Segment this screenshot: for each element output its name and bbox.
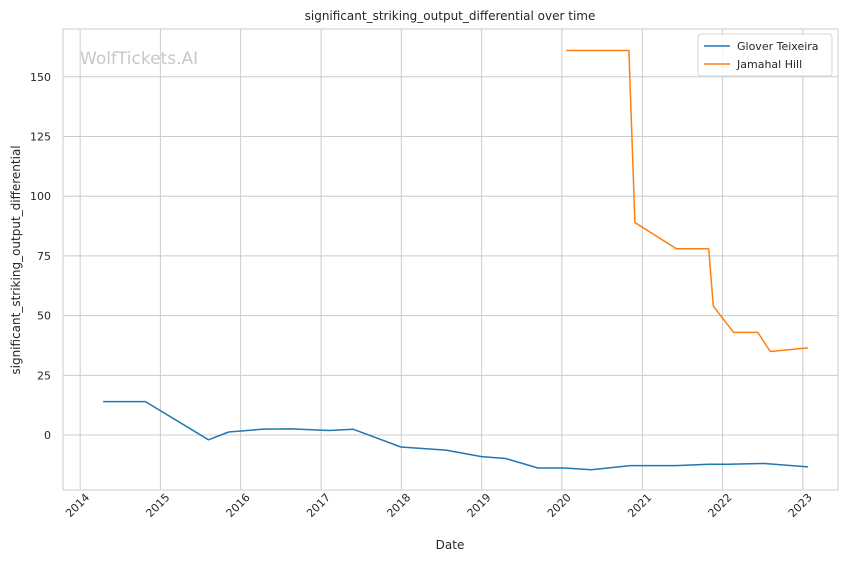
y-tick-label: 25 — [37, 369, 51, 382]
y-tick-label: 150 — [30, 71, 51, 84]
series-line-glover-teixeira — [103, 400, 809, 471]
plot-area — [62, 28, 839, 491]
watermark: WolfTickets.AI — [80, 49, 198, 69]
x-axis-label: Date — [436, 538, 465, 552]
grid — [63, 29, 838, 490]
y-tick-label: 75 — [37, 250, 51, 263]
series-layer — [103, 49, 809, 471]
chart-title: significant_striking_output_differential… — [305, 9, 596, 23]
legend-label: Jamahal Hill — [736, 58, 802, 71]
legend: Glover Teixeira Jamahal Hill — [697, 33, 833, 77]
y-tick-label: 100 — [30, 190, 51, 203]
legend-label: Glover Teixeira — [737, 40, 819, 53]
y-tick-label: 0 — [44, 429, 51, 442]
legend-box — [697, 33, 833, 77]
series-line-jamahal-hill — [566, 49, 809, 353]
y-axis: 0 25 50 75 100 125 150 — [30, 71, 51, 442]
y-tick-label: 125 — [30, 130, 51, 143]
y-tick-label: 50 — [37, 310, 51, 323]
y-axis-label: significant_striking_output_differential — [9, 145, 23, 374]
